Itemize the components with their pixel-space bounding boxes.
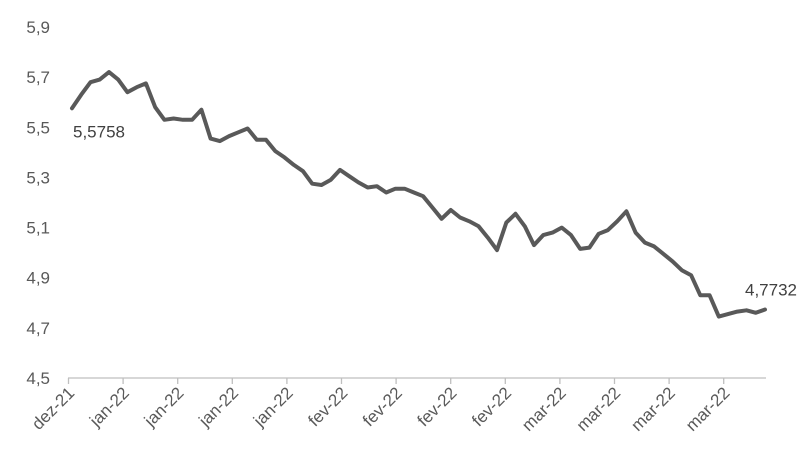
x-tick-label: fev-22 bbox=[468, 383, 515, 430]
x-tick-label: fev-22 bbox=[359, 383, 406, 430]
x-axis-tick-labels: dez-21 jan-22 jan-22 jan-22 jan-22 fev-22 fev-… bbox=[28, 383, 733, 435]
y-tick-label: 5,9 bbox=[26, 18, 50, 37]
y-tick-label: 5,1 bbox=[26, 219, 50, 238]
x-tick-label: fev-22 bbox=[304, 383, 351, 430]
data-label-last: 4,7732 bbox=[745, 281, 797, 300]
y-axis-ticks: 4,5 4,7 4,9 5,1 5,3 5,5 5,7 5,9 bbox=[26, 18, 50, 388]
x-tick-label: mar-22 bbox=[573, 383, 625, 435]
x-axis-tick-marks bbox=[67, 378, 725, 384]
x-tick-label: mar-22 bbox=[682, 383, 734, 435]
x-tick-label: mar-22 bbox=[627, 383, 679, 435]
y-tick-label: 5,7 bbox=[26, 68, 50, 87]
y-tick-label: 4,7 bbox=[26, 319, 50, 338]
x-tick-label: dez-21 bbox=[28, 383, 78, 433]
y-tick-label: 4,9 bbox=[26, 269, 50, 288]
x-tick-label: fev-22 bbox=[414, 383, 461, 430]
series-line bbox=[70, 70, 767, 319]
y-tick-label: 5,3 bbox=[26, 168, 50, 187]
data-label-first: 5,5758 bbox=[73, 122, 125, 141]
x-tick-label: jan-22 bbox=[249, 383, 297, 431]
y-tick-label: 4,5 bbox=[26, 369, 50, 388]
x-tick-label: jan-22 bbox=[140, 383, 188, 431]
x-tick-label: jan-22 bbox=[195, 383, 243, 431]
x-tick-label: jan-22 bbox=[85, 383, 133, 431]
x-tick-label: mar-22 bbox=[518, 383, 570, 435]
y-tick-label: 5,5 bbox=[26, 118, 50, 137]
